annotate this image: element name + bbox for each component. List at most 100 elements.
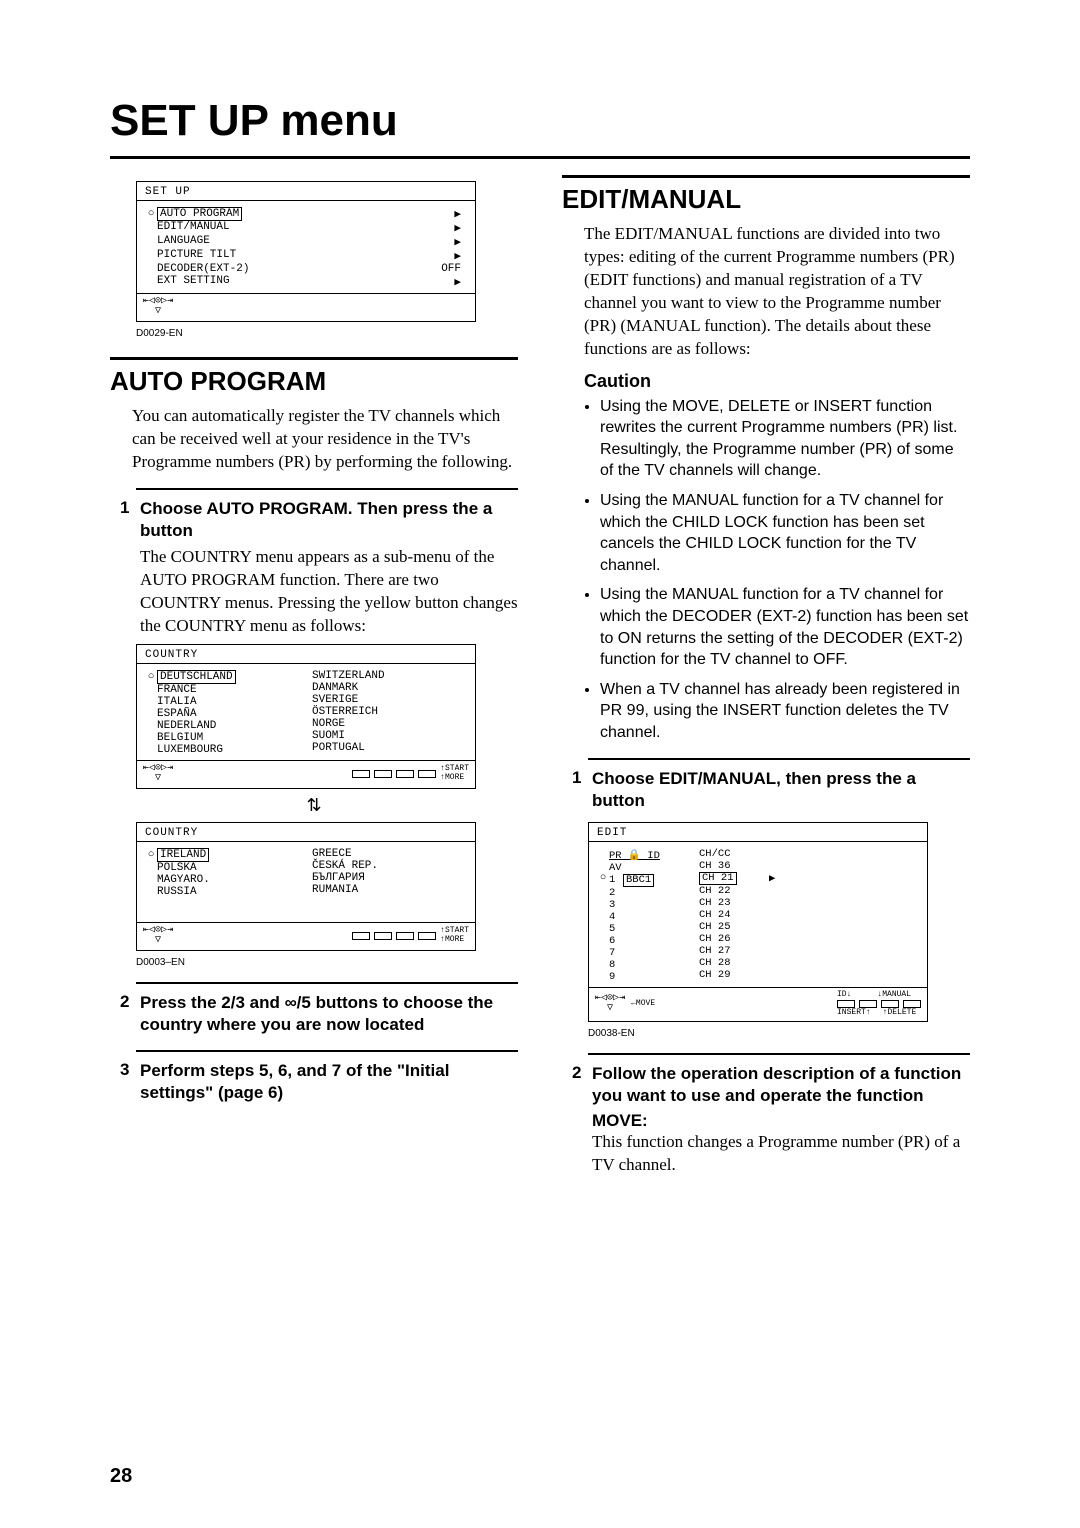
edit-ch: CH 29: [699, 969, 769, 981]
move-body: This function changes a Programme number…: [592, 1131, 970, 1177]
osd-value: ▶: [454, 235, 461, 249]
country-item: ESPAÑA: [157, 708, 312, 720]
edit-ch: CH 21: [699, 872, 737, 886]
edit-hdr-left: PR 🔒 ID: [609, 848, 699, 862]
step-number: 1: [572, 768, 592, 812]
country-item: RUMANIA: [312, 884, 467, 896]
edit-pr: 4: [609, 911, 699, 923]
auto-program-intro: You can automatically register the TV ch…: [132, 405, 518, 474]
osd-setup: SET UP ○ AUTO PROGRAM▶ EDIT/MANUAL▶ LANG…: [136, 181, 476, 322]
osd-item: EDIT/MANUAL: [157, 221, 230, 235]
caution-heading: Caution: [584, 371, 970, 392]
edit-pr: 3: [609, 899, 699, 911]
country-item: NORGE: [312, 718, 467, 730]
yellow-button-icon: [396, 770, 414, 778]
country-item: SVERIGE: [312, 694, 467, 706]
country-item: BELGIUM: [157, 732, 312, 744]
edit-manual-intro: The EDIT/MANUAL functions are divided in…: [584, 223, 970, 361]
blue-button-icon: [418, 770, 436, 778]
step-number: 3: [120, 1060, 140, 1104]
country-item: LUXEMBOURG: [157, 744, 312, 756]
edit-ch: CH 26: [699, 933, 769, 945]
edit-pr: 7: [609, 947, 699, 959]
auto-program-heading: AUTO PROGRAM: [110, 366, 518, 397]
step-label: Choose AUTO PROGRAM. Then press the a bu…: [140, 498, 518, 542]
edit-pr: 8: [609, 959, 699, 971]
country-item: ČESKÁ REP.: [312, 860, 467, 872]
country-item: NEDERLAND: [157, 720, 312, 732]
country-item: IRELAND: [157, 848, 209, 862]
more-label: ↑MORE: [440, 936, 469, 944]
cursor-icon: ○: [145, 670, 157, 756]
edit-id: BBC1: [623, 874, 654, 888]
green-button-icon: [374, 932, 392, 940]
edit-ch: CH 24: [699, 909, 769, 921]
osd-item: PICTURE TILT: [157, 249, 236, 263]
step-number: 2: [120, 992, 140, 1036]
remote-nav-icon: ⇤◁⊙▷⇥ ▽: [143, 926, 173, 946]
osd-item: LANGUAGE: [157, 235, 210, 249]
osd-title: EDIT: [589, 823, 927, 842]
page-number: 28: [110, 1465, 132, 1488]
step-label: Perform steps 5, 6, and 7 of the "Initia…: [140, 1060, 518, 1104]
cursor-icon: ○: [597, 848, 609, 984]
step-rule: [136, 1050, 518, 1052]
title-rule: [110, 156, 970, 159]
section-rule: [110, 357, 518, 360]
blue-button-icon: [903, 1000, 921, 1008]
edit-ch: CH 27: [699, 945, 769, 957]
red-button-icon: [837, 1000, 855, 1008]
edit-ch: CH 36: [699, 860, 769, 872]
country-item: GREECE: [312, 848, 467, 860]
caution-list: Using the MOVE, DELETE or INSERT functio…: [600, 396, 970, 744]
left-column: SET UP ○ AUTO PROGRAM▶ EDIT/MANUAL▶ LANG…: [110, 175, 518, 1183]
edit-pr: 6: [609, 935, 699, 947]
step-label: Choose EDIT/MANUAL, then press the a but…: [592, 768, 970, 812]
remote-nav-icon: ⇤◁⊙▷⇥ ▽: [143, 297, 173, 317]
osd-caption: D0029-EN: [136, 328, 518, 339]
caution-item: Using the MANUAL function for a TV chann…: [600, 584, 970, 670]
color-buttons: [352, 770, 436, 778]
yellow-button-icon: [396, 932, 414, 940]
caution-item: Using the MANUAL function for a TV chann…: [600, 490, 970, 576]
step-number: 2: [572, 1063, 592, 1107]
edit-ch: CH 25: [699, 921, 769, 933]
edit-hdr-right: CH/CC: [699, 848, 769, 860]
section-rule: [562, 175, 970, 178]
osd-caption: D0038-EN: [588, 1028, 970, 1039]
yellow-button-icon: [881, 1000, 899, 1008]
remote-nav-icon: ⇤◁⊙▷⇥ ▽: [143, 764, 173, 784]
edit-pr: 9: [609, 971, 699, 983]
step-rule: [588, 758, 970, 760]
osd-item: EXT SETTING: [157, 275, 230, 289]
edit-pr: 2: [609, 887, 699, 899]
move-label: ←MOVE: [631, 1000, 655, 1008]
country-item: ITALIA: [157, 696, 312, 708]
edit-pr: 1: [609, 874, 623, 886]
osd-value: OFF: [441, 263, 461, 275]
step-rule: [136, 488, 518, 490]
edit-ch: CH 28: [699, 957, 769, 969]
right-column: EDIT/MANUAL The EDIT/MANUAL functions ar…: [562, 175, 970, 1183]
osd-value: ▶: [454, 221, 461, 235]
osd-country-1: COUNTRY ○ DEUTSCHLAND FRANCE ITALIA ESPA…: [136, 644, 476, 789]
osd-title: COUNTRY: [137, 645, 475, 664]
osd-caption: D0003–EN: [136, 957, 518, 968]
start-label: ↑START: [440, 927, 469, 935]
osd-value: ▶: [454, 207, 461, 221]
osd-title: COUNTRY: [137, 823, 475, 842]
country-item: DEUTSCHLAND: [157, 670, 236, 684]
step-rule: [588, 1053, 970, 1055]
edit-ch: CH 23: [699, 897, 769, 909]
edit-ch: CH 22: [699, 885, 769, 897]
osd-item: DECODER(EXT-2): [157, 263, 249, 275]
country-item: БЪЛГАРИЯ: [312, 872, 467, 884]
color-buttons: [352, 932, 436, 940]
country-item: MAGYARO.: [157, 874, 312, 886]
color-buttons: [837, 1000, 921, 1008]
country-item: ÖSTERREICH: [312, 706, 467, 718]
move-heading: MOVE:: [592, 1111, 970, 1131]
manual-label: ↓MANUAL: [877, 991, 911, 999]
country-item: RUSSIA: [157, 886, 312, 898]
country-item: POLSKA: [157, 862, 312, 874]
